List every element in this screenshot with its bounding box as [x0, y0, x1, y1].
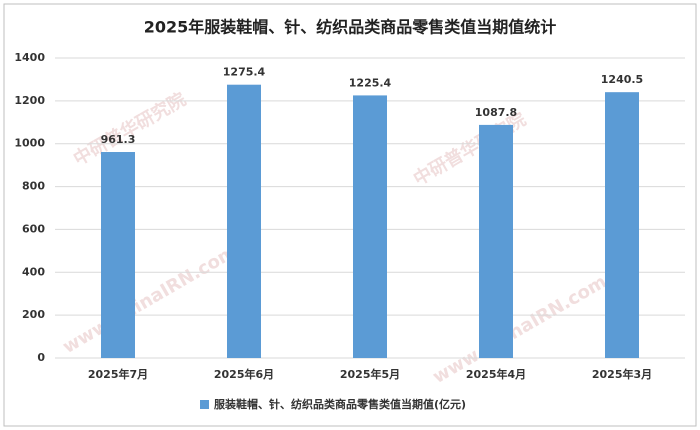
y-tick-label: 600 — [22, 222, 45, 235]
x-tick-label: 2025年6月 — [214, 367, 274, 381]
bar — [101, 152, 135, 358]
x-tick-label: 2025年5月 — [340, 367, 400, 381]
bar — [353, 95, 387, 359]
data-label: 1240.5 — [601, 73, 643, 86]
data-label: 1225.4 — [349, 76, 392, 89]
y-tick-label: 1200 — [14, 94, 45, 107]
y-tick-label: 800 — [22, 180, 45, 193]
data-label: 961.3 — [101, 133, 136, 146]
x-tick-label: 2025年4月 — [466, 367, 526, 381]
data-label: 1275.4 — [223, 66, 266, 79]
chart-title: 2025年服装鞋帽、针、纺织品类商品零售类值当期值统计 — [144, 18, 557, 37]
bar — [479, 124, 513, 359]
y-tick-label: 1000 — [14, 137, 45, 150]
bar — [227, 84, 261, 358]
legend-label: 服装鞋帽、针、纺织品类商品零售类值当期值(亿元) — [214, 397, 466, 411]
y-tick-label: 200 — [22, 308, 45, 321]
x-tick-label: 2025年7月 — [88, 367, 148, 381]
y-tick-label: 1400 — [14, 51, 45, 64]
y-tick-label: 400 — [22, 265, 45, 278]
data-label: 1087.8 — [475, 106, 517, 119]
bar — [605, 92, 639, 358]
y-tick-label: 0 — [37, 351, 45, 364]
legend-swatch — [200, 400, 209, 409]
x-tick-label: 2025年3月 — [592, 367, 652, 381]
